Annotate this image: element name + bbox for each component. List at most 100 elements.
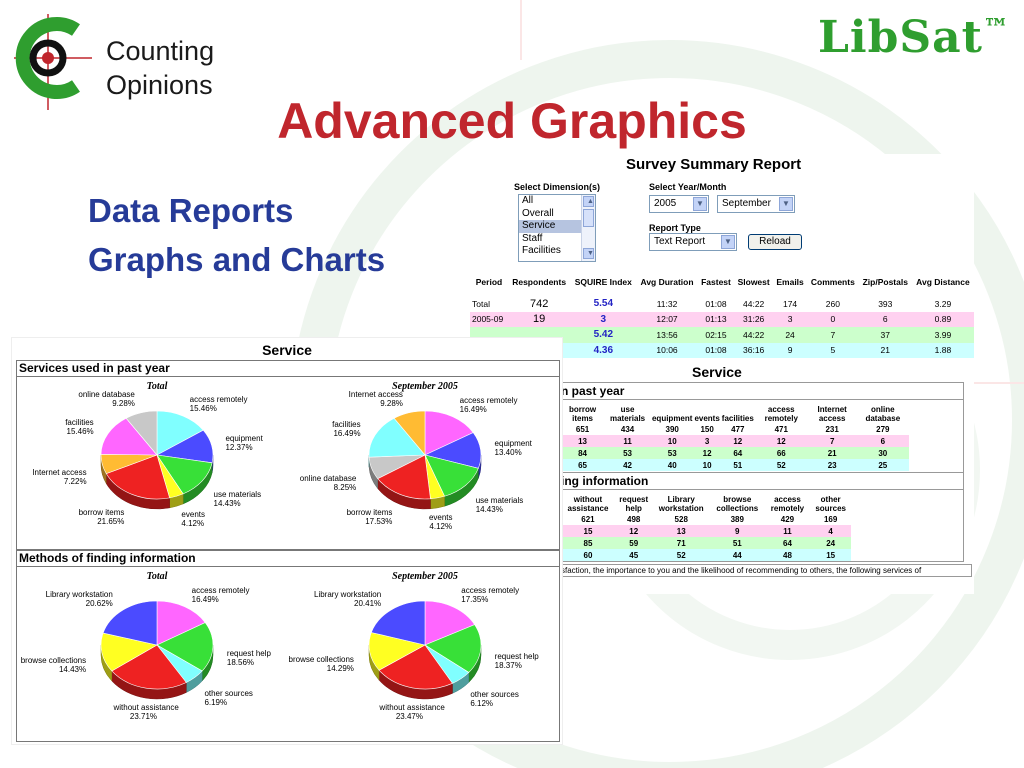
dimension-option-all[interactable]: All bbox=[522, 195, 534, 206]
pie-label-other-sources: other sources 6.19% bbox=[204, 689, 252, 707]
cell: 36:16 bbox=[734, 342, 774, 358]
cell: 7 bbox=[807, 327, 859, 343]
cell: 12:07 bbox=[636, 311, 698, 327]
cell: 65 bbox=[561, 459, 605, 471]
cell: 84 bbox=[561, 447, 605, 459]
cell: 44 bbox=[709, 549, 765, 561]
dimension-option-service[interactable]: Service bbox=[519, 220, 595, 233]
cell: 13 bbox=[561, 435, 605, 447]
methods-count-table: without assistance request help Library … bbox=[561, 491, 851, 561]
cell: 389 bbox=[730, 514, 744, 524]
dimension-option-facilities[interactable]: Facilities bbox=[522, 245, 561, 256]
cell: 4.36 bbox=[570, 342, 637, 358]
table-row: 651 434 390 150 477 471 231 279 bbox=[561, 423, 909, 435]
pie-label-text: events bbox=[428, 512, 453, 522]
col-respondents: Respondents bbox=[512, 277, 567, 287]
cell: 6 bbox=[858, 311, 912, 327]
year-month-label: Select Year/Month bbox=[649, 182, 727, 192]
header-cell: Library workstation bbox=[658, 495, 704, 513]
chevron-down-icon[interactable]: ▼ bbox=[721, 235, 735, 249]
pie-label-online-database: online database 9.28% bbox=[78, 390, 135, 408]
header-cell: events bbox=[694, 414, 720, 423]
pie-slice-access-remotely bbox=[424, 410, 474, 456]
cell: 21 bbox=[807, 447, 857, 459]
cell: 2005-09 bbox=[470, 311, 508, 327]
cell: 51 bbox=[709, 537, 765, 549]
cell: 37 bbox=[858, 327, 912, 343]
methods-head: ing information bbox=[561, 474, 649, 488]
pie-label-value: 4.12% bbox=[429, 521, 453, 531]
cell: 44:22 bbox=[743, 298, 765, 309]
dimension-option-staff[interactable]: Staff bbox=[522, 232, 543, 244]
pie-label-value: 21.65% bbox=[97, 517, 125, 527]
service-charts-window: Service Services used in past year Total… bbox=[12, 338, 562, 744]
scroll-up-icon[interactable]: ▲ bbox=[583, 196, 594, 207]
cell: 52 bbox=[754, 459, 808, 471]
scroll-down-icon[interactable]: ▼ bbox=[583, 248, 594, 259]
pie-label-text: browse collections bbox=[288, 655, 354, 665]
pie-slice-request-help bbox=[156, 622, 214, 672]
pie-slice-access-remotely bbox=[424, 600, 476, 646]
cell: 13 bbox=[652, 525, 710, 537]
chevron-down-icon[interactable]: ▼ bbox=[693, 197, 707, 211]
cell: 150 bbox=[700, 424, 714, 434]
pie-label-text: Internet access bbox=[348, 390, 403, 400]
cell: 477 bbox=[731, 424, 745, 434]
cell: 24 bbox=[810, 537, 851, 549]
cell: 64 bbox=[720, 447, 755, 459]
pie-slice-borrow-items bbox=[105, 454, 170, 500]
header-cell: other sources bbox=[815, 495, 846, 513]
listbox-scrollbar[interactable]: ▲ ▼ bbox=[581, 195, 595, 261]
services-chart-panel: Services used in past year Total Septemb… bbox=[16, 360, 560, 550]
cell: 434 bbox=[620, 424, 635, 434]
pie-label-text: request help bbox=[226, 648, 271, 658]
month-select[interactable]: September ▼ bbox=[717, 195, 795, 213]
col-fastest: Fastest bbox=[701, 277, 731, 287]
report-title: Survey Summary Report bbox=[626, 156, 802, 173]
cell: 13:56 bbox=[636, 327, 698, 343]
chevron-down-icon[interactable]: ▼ bbox=[779, 197, 793, 211]
cell: 528 bbox=[674, 514, 688, 524]
pie-label-facilities: facilities 16.49% bbox=[332, 420, 360, 438]
pie-label-internet-access: Internet access 9.28% bbox=[349, 390, 403, 408]
pie-label-online-database: online database 8.25% bbox=[300, 474, 357, 492]
pie-label-access-remotely: access remotely 16.49% bbox=[460, 396, 518, 414]
header-cell: use materials bbox=[609, 405, 646, 423]
pie-label-value: 17.53% bbox=[365, 517, 393, 527]
pie-slice-use-materials bbox=[156, 454, 213, 495]
reload-button[interactable]: Reload bbox=[748, 234, 802, 250]
cell: 0.89 bbox=[911, 311, 974, 327]
cell: 21 bbox=[858, 342, 912, 358]
pie-label-access-remotely: access remotely 15.46% bbox=[190, 395, 248, 413]
report-type-select[interactable]: Text Report ▼ bbox=[649, 233, 737, 251]
pie-label-text: other sources bbox=[470, 690, 519, 700]
cell: 393 bbox=[878, 298, 893, 309]
pie-label-text: online database bbox=[299, 473, 357, 483]
dimension-option-overall[interactable]: Overall bbox=[522, 207, 554, 219]
year-select[interactable]: 2005 ▼ bbox=[649, 195, 709, 213]
table-row: Total 742 5.54 11:32 01:08 44:22 174 260… bbox=[470, 296, 974, 312]
pie-label-text: access remotely bbox=[191, 585, 250, 595]
cell: 12 bbox=[720, 435, 755, 447]
scroll-thumb[interactable] bbox=[583, 209, 594, 227]
cell: 25 bbox=[856, 459, 909, 471]
year-value: 2005 bbox=[654, 198, 677, 209]
pie-slice-library-workstation bbox=[102, 600, 158, 646]
pie-label-value: 23.71% bbox=[129, 711, 158, 721]
cell: 169 bbox=[823, 514, 838, 524]
cell: 12 bbox=[754, 435, 808, 447]
cell: 742 bbox=[529, 297, 549, 310]
panel-title-methods: Methods of finding information bbox=[17, 551, 559, 567]
dimension-listbox[interactable]: All Overall Service Staff Facilities ▲ ▼ bbox=[518, 194, 596, 262]
month-value: September bbox=[722, 198, 771, 209]
pie-label-text: facilities bbox=[65, 418, 94, 428]
logo-line-2: Opinions bbox=[106, 70, 213, 100]
pie-slice-access-remotely bbox=[156, 600, 206, 646]
pie-label-facilities: facilities 15.46% bbox=[65, 418, 93, 436]
table-row: 13 11 10 3 12 12 7 6 bbox=[561, 435, 909, 447]
pie-label-equipment: equipment 13.40% bbox=[495, 439, 532, 457]
cell: 01:13 bbox=[697, 311, 735, 327]
col-squire-index: SQUIRE Index bbox=[574, 277, 632, 287]
cell: 231 bbox=[825, 424, 839, 434]
cell: 3 bbox=[570, 311, 637, 327]
